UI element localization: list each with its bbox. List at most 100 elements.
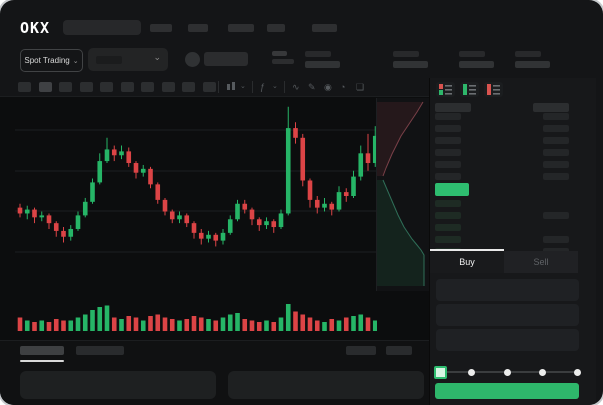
pair-name-placeholder (204, 52, 248, 66)
candle (191, 221, 197, 239)
book-bids-only-glyph (463, 84, 476, 95)
book-asks-only-icon[interactable] (484, 82, 503, 97)
ask-amount-placeholder (543, 113, 569, 120)
volume-bar (264, 320, 269, 331)
candle (140, 164, 146, 177)
candle (184, 213, 190, 228)
volume-bar (307, 317, 313, 331)
nav-item-placeholder[interactable] (312, 24, 337, 32)
draw-tool-icon[interactable]: ✎ (308, 82, 316, 92)
toolbar-divider (252, 81, 253, 93)
history-icon[interactable]: ◔ (340, 82, 346, 92)
line-tool-icon[interactable]: ∿ (292, 82, 300, 92)
orders-tab[interactable] (76, 346, 124, 355)
candle-type-icon[interactable] (226, 82, 236, 94)
ask-price-placeholder (435, 113, 461, 120)
orders-filter-chip[interactable] (346, 346, 376, 355)
bid-row[interactable] (430, 224, 596, 234)
volume-bar (220, 317, 226, 331)
stat-label-placeholder (515, 51, 541, 57)
ask-row[interactable] (430, 173, 596, 183)
okx-logo[interactable]: OKX (20, 19, 51, 37)
trade-input-field[interactable] (436, 279, 579, 301)
volume-chart (17, 304, 377, 331)
ask-price-placeholder (435, 161, 461, 168)
candle (278, 209, 284, 229)
nav-item-placeholder[interactable] (228, 24, 254, 32)
ask-row[interactable] (430, 125, 596, 135)
book-bids-only-icon[interactable] (460, 82, 479, 97)
candle (68, 225, 74, 241)
candle (32, 207, 37, 224)
chevron-down-icon[interactable]: ⌄ (240, 83, 246, 90)
ask-row[interactable] (430, 149, 596, 159)
indicators-icon[interactable]: ƒ (260, 82, 266, 92)
chevron-down-icon[interactable]: ⌄ (272, 83, 278, 90)
volume-bar (75, 317, 81, 331)
ask-row[interactable] (430, 113, 596, 123)
nav-item-placeholder[interactable] (150, 24, 172, 32)
toolbar-divider (218, 81, 219, 93)
volume-bar (285, 304, 291, 331)
bid-price-placeholder (435, 200, 461, 207)
ask-amount-placeholder (543, 173, 569, 180)
nav-item-placeholder[interactable] (267, 24, 285, 32)
search-input[interactable] (63, 20, 141, 35)
candle (322, 197, 327, 212)
fullscreen-icon[interactable]: ❏ (356, 82, 365, 92)
candle (307, 178, 313, 208)
book-combined-icon[interactable] (436, 82, 455, 97)
interval-button[interactable] (161, 82, 175, 92)
buy-submit-button[interactable] (435, 383, 579, 399)
bid-row[interactable] (430, 200, 596, 210)
trade-input-field[interactable] (436, 304, 579, 326)
camera-icon[interactable]: ◉ (324, 82, 332, 92)
interval-button[interactable] (182, 82, 195, 92)
slider-stop-dot[interactable] (504, 369, 511, 376)
interval-button[interactable] (18, 82, 31, 92)
interval-button[interactable] (59, 82, 72, 92)
orders-tab-active[interactable] (20, 346, 64, 355)
candle (285, 106, 291, 216)
last-price-highlight[interactable] (435, 183, 469, 196)
interval-button[interactable] (120, 82, 134, 92)
chart-area[interactable] (0, 96, 429, 341)
bid-row[interactable] (430, 236, 596, 246)
volume-bar (169, 319, 175, 331)
ask-row[interactable] (430, 161, 596, 171)
slider-stop-dot[interactable] (574, 369, 581, 376)
candle (97, 153, 103, 185)
volume-bar (314, 320, 320, 331)
orders-filter-chip[interactable] (386, 346, 412, 355)
volume-bar (206, 319, 211, 331)
amount-slider-track[interactable] (444, 371, 578, 373)
interval-button[interactable] (100, 82, 113, 92)
buy-tab-label: Buy (459, 257, 475, 267)
interval-button[interactable] (38, 82, 52, 92)
tab-sell[interactable]: Sell (504, 251, 578, 273)
candle (169, 209, 175, 224)
volume-bar (184, 319, 190, 331)
book-combined-glyph (439, 84, 452, 95)
market-type-selector[interactable]: Spot Trading ⌄ (20, 49, 83, 72)
bid-row[interactable] (430, 212, 596, 222)
candle (198, 228, 204, 245)
interval-button[interactable] (141, 82, 154, 92)
pair-dropdown[interactable]: ⌄ (88, 48, 168, 71)
amount-slider-handle[interactable] (434, 366, 447, 379)
candle (235, 199, 240, 222)
trade-input-field[interactable] (436, 329, 579, 351)
slider-stop-dot[interactable] (468, 369, 475, 376)
ask-amount-placeholder (543, 149, 569, 156)
tab-buy[interactable]: Buy (430, 251, 504, 273)
volume-bar (177, 320, 182, 331)
slider-stop-dot[interactable] (539, 369, 546, 376)
candle (343, 188, 349, 202)
interval-button[interactable] (79, 82, 93, 92)
last-price-placeholder (272, 51, 287, 56)
interval-button[interactable] (202, 82, 216, 92)
ask-row[interactable] (430, 137, 596, 147)
candle (314, 196, 320, 214)
nav-item-placeholder[interactable] (188, 24, 208, 32)
stat-label-placeholder (393, 51, 419, 57)
